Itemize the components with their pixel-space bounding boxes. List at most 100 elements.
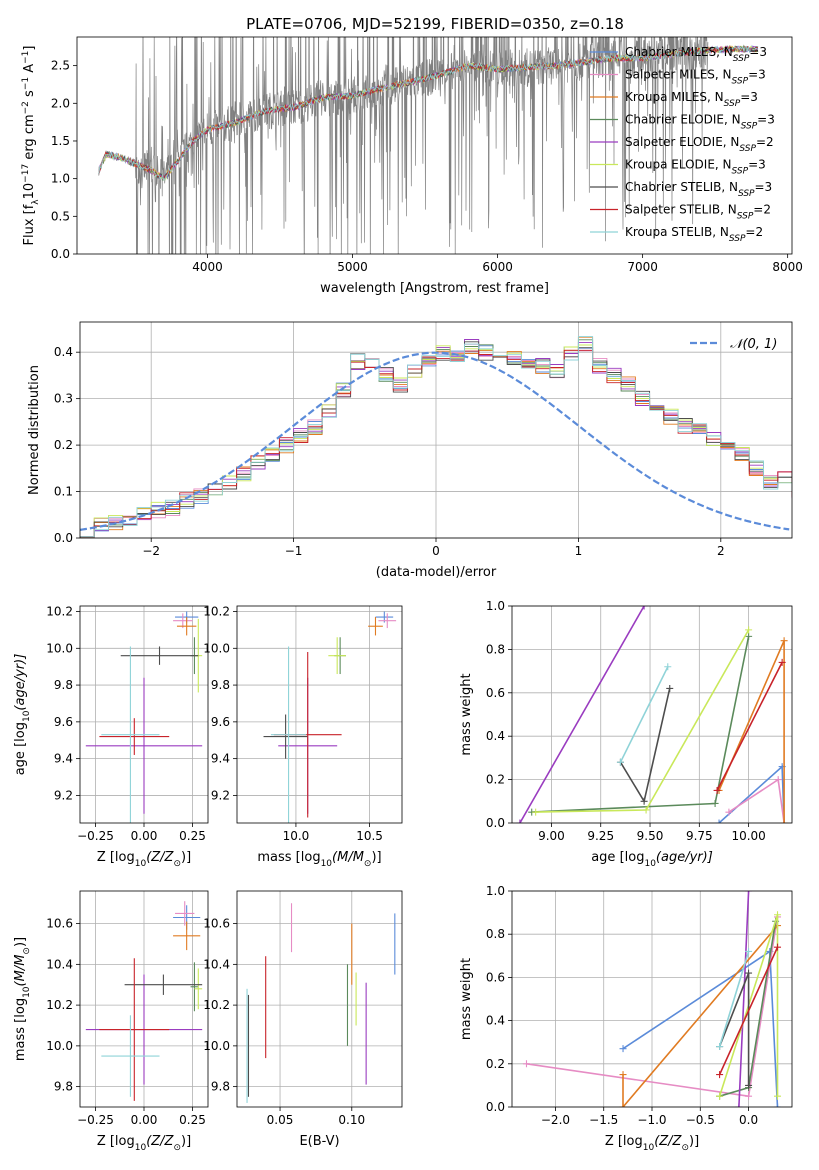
legend-entry-6: Chabrier STELIB, NSSP=3 xyxy=(590,180,772,199)
weight-series-8 xyxy=(716,947,753,1051)
x-tick-label: 8000 xyxy=(772,260,803,274)
y-tick-label: 0.0 xyxy=(54,531,73,545)
marker xyxy=(664,663,672,671)
marker xyxy=(774,1092,782,1100)
y-tick-label: 10.2 xyxy=(203,605,230,619)
errorbar-point-1 xyxy=(378,613,397,629)
x-tick-label: 4000 xyxy=(192,260,223,274)
x-tick-label: −0.25 xyxy=(77,1113,114,1127)
x-tick-label: 9.75 xyxy=(686,829,713,843)
legend-label: Salpeter STELIB, NSSP=2 xyxy=(625,203,771,222)
x-axis-label: mass [log10(M/M⊙)] xyxy=(257,850,381,869)
legend-label: Chabrier ELODIE, NSSP=3 xyxy=(625,113,775,132)
legend-label: Kroupa STELIB, NSSP=2 xyxy=(625,225,763,244)
marker xyxy=(774,1103,782,1107)
errorbar-point-8 xyxy=(101,1015,160,1097)
marker xyxy=(640,797,648,805)
legend-entry-8: Kroupa STELIB, NSSP=2 xyxy=(590,225,763,244)
legend-entry-0: Chabrier MILES, NSSP=3 xyxy=(590,45,767,64)
marker xyxy=(711,799,719,807)
marker xyxy=(780,637,788,645)
errorbar-point-7 xyxy=(99,958,170,1101)
x-tick-label: 0.00 xyxy=(131,829,158,843)
panel-mass-vs-Z: −0.25 0.00 0.25 9.8 10.0 10.2 10.4 10.6 Z [log10… xyxy=(13,890,209,1153)
y-axis-label: mass weight xyxy=(459,673,474,755)
x-tick-label: −1 xyxy=(285,544,303,558)
errorbar-point-6 xyxy=(120,646,199,665)
normal-legend: 𝒩(0, 1) xyxy=(690,337,777,352)
x-tick-label: 2 xyxy=(717,544,725,558)
y-tick-label: 9.6 xyxy=(54,715,73,729)
panel-massweight-vs-age: 9.00 9.25 9.50 9.75 10.00 0.0 0.2 0.4 0.6 0.8 1.0 a… xyxy=(459,599,793,869)
marker xyxy=(642,806,650,814)
marker xyxy=(745,1092,753,1100)
x-tick-label: 7000 xyxy=(627,260,658,274)
marker xyxy=(716,1043,724,1051)
legend-label: Chabrier STELIB, NSSP=3 xyxy=(625,180,772,199)
y-tick-label: 0.2 xyxy=(486,773,505,787)
marker xyxy=(532,808,540,816)
axes-frame xyxy=(511,605,793,824)
legend-entry-4: Salpeter ELODIE, NSSP=2 xyxy=(590,135,774,154)
x-axis-label: Z [log10(Z/Z⊙)] xyxy=(97,850,191,869)
y-tick-label: 1.5 xyxy=(51,134,70,148)
errorbar-point-1 xyxy=(175,901,195,926)
weight-series-8 xyxy=(616,663,672,766)
marker xyxy=(745,632,753,640)
y-tick-label: 1.0 xyxy=(51,172,70,186)
x-tick-label: −1.0 xyxy=(637,1113,666,1127)
y-tick-label: 10.6 xyxy=(203,917,230,931)
y-tick-label: 9.2 xyxy=(211,788,230,802)
x-tick-label: 0 xyxy=(432,544,440,558)
y-tick-label: 0.0 xyxy=(51,247,70,261)
panel-residuals: −2 −1 0 1 2 0.0 0.1 0.2 0.3 0.4 (data-model)/error… xyxy=(27,321,793,580)
y-tick-label: 10.2 xyxy=(46,605,73,619)
figure-title: PLATE=0706, MJD=52199, FIBERID=0350, z=0… xyxy=(246,15,624,33)
x-tick-label: 0.25 xyxy=(179,1113,206,1127)
marker xyxy=(666,684,674,692)
x-tick-label: 0.05 xyxy=(267,1113,294,1127)
x-tick-label: 0.10 xyxy=(338,1113,365,1127)
y-tick-label: 0.6 xyxy=(486,686,505,700)
legend-label: Salpeter ELODIE, NSSP=2 xyxy=(625,135,774,154)
y-tick-label: 0.5 xyxy=(51,209,70,223)
x-axis-label: age [log10(age/yr)] xyxy=(591,850,713,869)
panel-age-vs-Z: −0.25 0.00 0.25 9.2 9.4 9.6 9.8 10.0 10.2 Z [log1… xyxy=(13,605,209,869)
legend-entry-3: Chabrier ELODIE, NSSP=3 xyxy=(590,113,775,132)
weight-series-4 xyxy=(516,606,648,823)
marker xyxy=(774,911,782,919)
grid-mass-vs-Z xyxy=(80,891,208,1107)
errorbar-point-3 xyxy=(190,962,199,1012)
y-axis-label: Flux [fλ10−17 erg cm−2 s−1 A−1] xyxy=(21,46,41,246)
y-axis-label: mass weight xyxy=(459,958,474,1040)
x-tick-label: 9.50 xyxy=(637,829,664,843)
x-tick-label: −2.0 xyxy=(541,1113,570,1127)
marker xyxy=(516,819,524,823)
x-axis-label: (data-model)/error xyxy=(376,565,497,580)
legend-label: Kroupa MILES, NSSP=3 xyxy=(625,90,758,109)
y-tick-label: 10.0 xyxy=(46,1039,73,1053)
weight-series-7 xyxy=(716,943,782,1079)
grid-mass-vs-ebv xyxy=(237,891,402,1107)
y-tick-label: 10.6 xyxy=(46,917,73,931)
marker xyxy=(725,808,733,816)
y-axis-label: age [log10(age/yr)] xyxy=(13,654,32,776)
marker xyxy=(745,626,753,634)
x-tick-label: −0.5 xyxy=(686,1113,715,1127)
y-tick-label: 10.0 xyxy=(46,641,73,655)
y-tick-label: 0.6 xyxy=(486,970,505,984)
legend-label: Chabrier MILES, NSSP=3 xyxy=(625,45,767,64)
marker xyxy=(745,947,753,955)
y-tick-label: 0.2 xyxy=(54,438,73,452)
normal-legend-label: 𝒩(0, 1) xyxy=(730,337,777,352)
y-tick-label: 10.4 xyxy=(46,957,73,971)
marker xyxy=(745,969,753,977)
plot-area-age-vs-Z xyxy=(85,611,203,823)
y-tick-label: 10.2 xyxy=(46,998,73,1012)
marker xyxy=(715,819,723,823)
y-tick-label: 9.8 xyxy=(211,678,230,692)
marker xyxy=(716,1071,724,1079)
plot-area-mass-vs-Z xyxy=(85,901,203,1101)
axes-frame xyxy=(76,36,793,255)
x-axis-label: Z [log10(Z/Z⊙)] xyxy=(97,1134,191,1153)
